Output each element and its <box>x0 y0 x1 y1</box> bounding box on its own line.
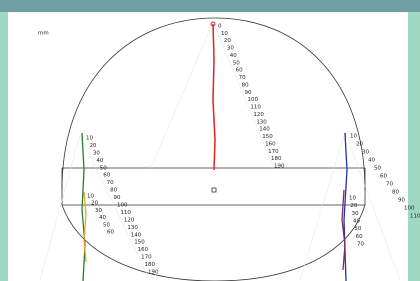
scale-label: 30 <box>227 46 234 52</box>
scale-label: 160 <box>265 141 276 147</box>
scale-label: 60 <box>107 230 114 236</box>
scale-label: 20 <box>89 143 96 149</box>
scale-label: 100 <box>117 203 128 209</box>
scale-label: 110 <box>250 105 261 111</box>
scale-label: 70 <box>239 75 246 81</box>
scale-label: 40 <box>96 158 103 164</box>
scale-label: 70 <box>107 180 114 186</box>
scale-label: 40 <box>368 158 375 164</box>
scale-label: 10 <box>350 134 357 140</box>
scale-label: 10 <box>349 196 356 202</box>
scale-label: 150 <box>262 134 273 140</box>
unit-label: mm <box>38 31 49 37</box>
scale-label: 20 <box>350 203 357 209</box>
scale-label: 10 <box>86 136 93 142</box>
scale-label: 80 <box>242 82 249 88</box>
scale-label: 110 <box>120 210 131 216</box>
scale-label: 20 <box>224 38 231 44</box>
scale-label: 90 <box>114 195 121 201</box>
scale-label: 100 <box>404 206 415 212</box>
page: {"figure": {"unit": "mm", "scales": { "c… <box>0 0 420 281</box>
scale-label: 20 <box>356 142 363 148</box>
scale-label: 40 <box>99 215 106 221</box>
scale-label: 120 <box>124 217 135 223</box>
scale-label: 30 <box>352 211 359 217</box>
scale-label: 60 <box>103 173 110 179</box>
scale-label: 40 <box>353 219 360 225</box>
scale-label: 90 <box>398 198 405 204</box>
scale-label: 150 <box>134 240 145 246</box>
scale-label: 30 <box>95 208 102 214</box>
scale-label: 80 <box>110 188 117 194</box>
scale-label: 50 <box>354 226 361 232</box>
scale-label: 0 <box>218 24 222 30</box>
scale-label: 50 <box>103 222 110 228</box>
scale-label: 110 <box>410 214 420 220</box>
scale-label: 30 <box>362 150 369 156</box>
scale-label: 60 <box>356 234 363 240</box>
scale-label: 60 <box>380 174 387 180</box>
scale-label: 50 <box>374 166 381 172</box>
scale-label: 190 <box>148 270 159 276</box>
scale-label: 40 <box>230 53 237 59</box>
scale-label: 70 <box>357 242 364 248</box>
scale-label: 180 <box>271 156 282 162</box>
center-marker <box>212 188 216 192</box>
scale-label: 130 <box>256 119 267 125</box>
scale-label: 50 <box>233 60 240 66</box>
scale-label: 140 <box>259 127 270 133</box>
scale-label: 80 <box>392 190 399 196</box>
scale-label: 180 <box>145 262 156 268</box>
scale-label: 100 <box>247 97 258 103</box>
scale-label: 160 <box>138 247 149 253</box>
scale-label: 10 <box>221 31 228 37</box>
scale-label: 30 <box>93 150 100 156</box>
scale-label: 130 <box>127 225 138 231</box>
scale-label: 50 <box>100 165 107 171</box>
scale-label: 170 <box>141 255 152 261</box>
scale-label: 190 <box>274 164 285 170</box>
scale-label: 70 <box>386 182 393 188</box>
scale-label: 90 <box>245 90 252 96</box>
scale-label: 140 <box>131 232 142 238</box>
scale-label: 10 <box>87 194 94 200</box>
photo-strip <box>0 0 420 12</box>
panel <box>8 12 408 281</box>
scale-label: 170 <box>268 149 279 155</box>
scale-label: 60 <box>236 68 243 74</box>
figure: mm 0102030405060708090100110120130140150… <box>0 0 420 281</box>
scale-label: 20 <box>91 201 98 207</box>
scale-label: 120 <box>253 112 264 118</box>
